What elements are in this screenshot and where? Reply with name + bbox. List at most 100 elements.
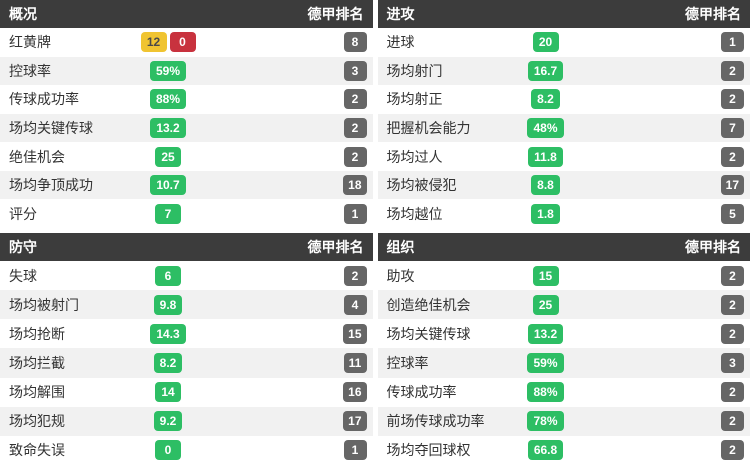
stat-value: 13.2 — [511, 323, 581, 344]
rank-badge: 2 — [721, 382, 744, 403]
rank-cell: 15 — [325, 323, 367, 344]
stat-value-badge: 59% — [527, 352, 564, 373]
rank-badge: 3 — [721, 352, 744, 373]
rank-cell: 7 — [702, 118, 744, 139]
stat-value-badge: 25 — [155, 146, 181, 167]
stat-label: 场均夺回球权 — [386, 442, 471, 459]
stat-value: 9.8 — [133, 294, 203, 315]
rank-badge: 8 — [343, 32, 367, 53]
rank-badge: 2 — [721, 89, 744, 110]
stat-row: 致命失误 0 1 — [0, 435, 373, 465]
stat-row: 场均被侵犯 8.8 17 — [377, 170, 750, 200]
panel-overview: 概况 德甲排名 红黄牌 12 0 8 控球率 59% 3 传球成功率 88% 2 场均关键传球 13.… — [0, 0, 373, 229]
rank-badge: 2 — [343, 118, 367, 139]
stat-value: 9.2 — [133, 411, 203, 432]
rank-column-header: 德甲排名 — [307, 6, 364, 22]
stat-label: 传球成功率 — [9, 91, 79, 108]
rank-cell: 2 — [325, 118, 367, 139]
stat-value: 14.3 — [133, 323, 203, 344]
rank-badge: 2 — [721, 440, 744, 461]
rank-badge: 1 — [343, 203, 367, 224]
rank-badge: 3 — [343, 60, 367, 81]
stat-value-badge: 1.8 — [531, 203, 560, 224]
stat-label: 场均射正 — [386, 91, 443, 108]
stat-value: 88% — [511, 382, 581, 403]
panel-attack-header: 进攻 德甲排名 — [377, 0, 750, 28]
stat-value: 59% — [511, 352, 581, 373]
rank-cell: 2 — [702, 89, 744, 110]
stat-value-badge: 78% — [527, 411, 564, 432]
stat-value: 20 — [511, 32, 581, 53]
stat-value: 10.7 — [133, 175, 203, 196]
stat-value: 1.8 — [511, 203, 581, 224]
rank-badge: 1 — [343, 440, 367, 461]
rank-cell: 11 — [325, 352, 367, 373]
stat-label: 场均射门 — [386, 62, 443, 79]
panel-defense: 防守 德甲排名 失球 6 2 场均被射门 9.8 4 场均抢断 14.3 15 场均拦截 8.2 11… — [0, 233, 373, 465]
rank-badge: 7 — [721, 118, 744, 139]
stat-value: 16.7 — [511, 60, 581, 81]
stat-row: 控球率 59% 3 — [0, 56, 373, 86]
rank-cell: 2 — [702, 382, 744, 403]
rank-badge: 2 — [721, 265, 744, 286]
stat-label: 失球 — [9, 267, 37, 284]
stat-label: 场均被射门 — [9, 296, 79, 313]
stat-row: 失球 6 2 — [0, 261, 373, 291]
stat-label: 前场传球成功率 — [386, 413, 485, 430]
stat-label: 控球率 — [386, 354, 429, 371]
stat-label: 场均拦截 — [9, 354, 65, 371]
stat-value-badge: 10.7 — [150, 175, 186, 196]
stat-value: 25 — [511, 294, 581, 315]
stat-row: 传球成功率 88% 2 — [0, 85, 373, 114]
rank-badge: 15 — [343, 323, 367, 344]
stat-value: 66.8 — [511, 440, 581, 461]
panel-organization-header: 组织 德甲排名 — [377, 233, 750, 261]
panel-attack-rows: 进球 20 1 场均射门 16.7 2 场均射正 8.2 2 把握机会能力 48% 7 场均过人 11.8… — [377, 28, 750, 229]
rank-cell: 2 — [702, 294, 744, 315]
stat-row: 场均抢断 14.3 15 — [0, 319, 373, 349]
stat-value: 0 — [133, 440, 203, 461]
rank-cell: 2 — [325, 265, 367, 286]
stat-value: 78% — [511, 411, 581, 432]
stat-row: 助攻 15 2 — [377, 261, 750, 291]
rank-cell: 17 — [325, 411, 367, 432]
stat-value: 8.8 — [511, 175, 581, 196]
stat-value: 12 0 — [133, 32, 203, 53]
stat-value: 13.2 — [133, 118, 203, 139]
stat-label: 致命失误 — [9, 442, 65, 459]
rank-badge: 2 — [343, 265, 367, 286]
rank-badge: 5 — [721, 203, 744, 224]
stat-row: 场均拦截 8.2 11 — [0, 348, 373, 378]
stat-row: 场均解围 14 16 — [0, 377, 373, 407]
stat-row: 场均关键传球 13.2 2 — [377, 319, 750, 349]
panel-defense-header: 防守 德甲排名 — [0, 233, 373, 261]
stat-row: 进球 20 1 — [377, 28, 750, 57]
rank-cell: 1 — [325, 440, 367, 461]
stat-value: 25 — [133, 146, 203, 167]
rank-cell: 2 — [702, 440, 744, 461]
rank-badge: 2 — [721, 294, 744, 315]
rank-cell: 2 — [702, 146, 744, 167]
stat-row: 场均过人 11.8 2 — [377, 142, 750, 171]
stat-label: 场均关键传球 — [9, 120, 93, 137]
panel-title: 进攻 — [386, 6, 415, 22]
rank-cell: 1 — [325, 203, 367, 224]
panel-title: 防守 — [9, 239, 37, 255]
rank-cell: 2 — [702, 411, 744, 432]
rank-badge: 2 — [721, 146, 744, 167]
rank-cell: 16 — [325, 382, 367, 403]
stat-value: 88% — [133, 89, 203, 110]
rank-cell: 2 — [325, 146, 367, 167]
rank-cell: 8 — [325, 32, 367, 53]
stat-row: 场均争顶成功 10.7 18 — [0, 170, 373, 200]
rank-cell: 18 — [325, 175, 367, 196]
stat-row: 控球率 59% 3 — [377, 348, 750, 378]
stat-row: 场均射正 8.2 2 — [377, 85, 750, 114]
stat-label: 场均犯规 — [9, 413, 65, 430]
stat-label: 场均关键传球 — [386, 325, 471, 342]
panel-attack: 进攻 德甲排名 进球 20 1 场均射门 16.7 2 场均射正 8.2 2 把握机会能力 48% 7… — [377, 0, 750, 229]
stat-value: 7 — [133, 203, 203, 224]
stat-value-badge: 8.2 — [531, 89, 560, 110]
stat-value: 48% — [511, 118, 581, 139]
rank-cell: 3 — [702, 352, 744, 373]
